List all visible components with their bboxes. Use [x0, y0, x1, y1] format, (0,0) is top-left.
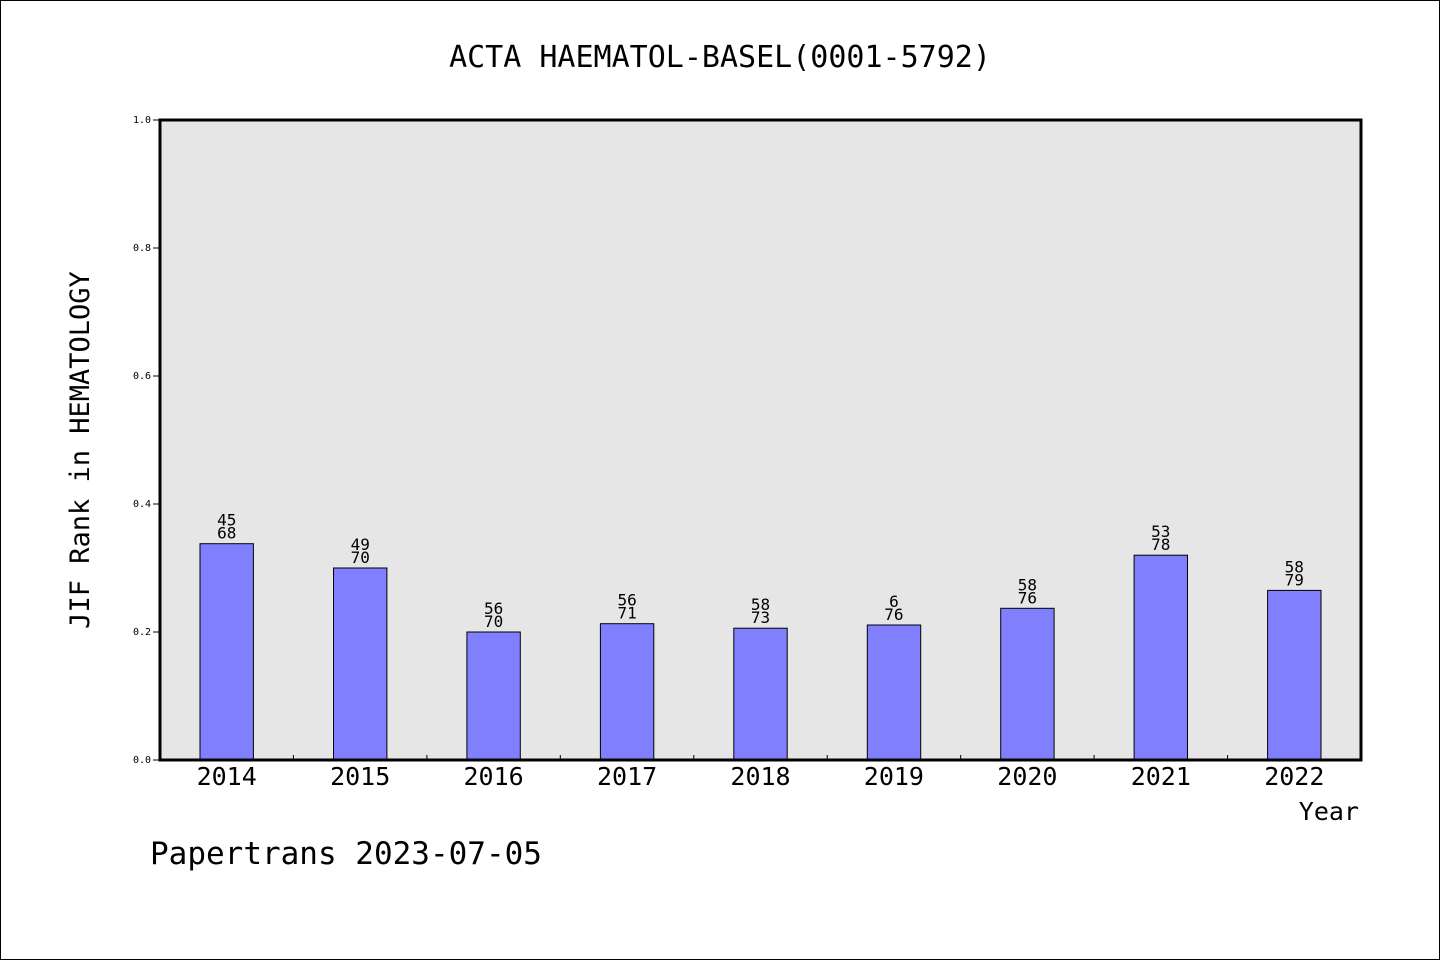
bar-2017 — [599, 623, 655, 761]
bar-2014 — [199, 543, 254, 761]
bar-rank-label: 45 — [217, 511, 236, 530]
x-tick-label: 2022 — [1264, 762, 1324, 791]
bar-total-label: 76 — [884, 605, 903, 624]
footer-text: Papertrans 2023-07-05 — [150, 836, 542, 872]
y-tick-label: 0.2 — [133, 627, 151, 638]
bar-rank-label: 56 — [617, 591, 636, 610]
x-axis-label: Year — [1299, 797, 1359, 826]
bar-2018 — [733, 627, 788, 761]
bar-2019 — [866, 624, 922, 761]
bar-2020 — [1000, 607, 1055, 761]
y-axis-label: JIF Rank in HEMATOLOGY — [65, 271, 96, 629]
bar-2022 — [1267, 589, 1322, 761]
y-tick-label: 0.6 — [133, 371, 151, 382]
y-tick-label: 0.4 — [133, 499, 151, 510]
x-tick-label: 2018 — [730, 762, 790, 791]
y-tick-label: 1.0 — [133, 115, 151, 126]
y-tick-label: 0.0 — [133, 755, 151, 766]
bar-2015 — [333, 567, 388, 761]
x-tick-label: 2015 — [330, 762, 390, 791]
bar-total-label: 70 — [351, 548, 370, 567]
x-tick-label: 2020 — [997, 762, 1057, 791]
chart-title: ACTA HAEMATOL-BASEL(0001-5792) — [449, 40, 991, 75]
x-tick-label: 2021 — [1131, 762, 1191, 791]
bar-rank-label: 49 — [351, 535, 370, 554]
bar-rank-label: 53 — [1151, 522, 1170, 541]
bar-total-label: 68 — [217, 524, 236, 543]
bar-total-label: 78 — [1151, 535, 1170, 554]
bar-rank-label: 56 — [484, 599, 503, 618]
bar-total-label: 73 — [751, 608, 770, 627]
bar-rank-label: 58 — [1285, 557, 1304, 576]
bar-2016 — [466, 631, 521, 761]
bar-rank-label: 58 — [751, 595, 770, 614]
bar-2021 — [1133, 554, 1188, 761]
x-tick-label: 2016 — [463, 762, 523, 791]
bar-total-label: 71 — [617, 604, 636, 623]
plot-border — [158, 118, 1363, 762]
ticks-layer: 2014 2015 2016 2017 2018 2019 2020 2021 2022 0.0 0… — [133, 115, 1324, 791]
bar-rank-label: 6 — [889, 592, 899, 611]
x-tick-label: 2019 — [864, 762, 924, 791]
bar-total-label: 70 — [484, 612, 503, 631]
x-tick-label: 2014 — [197, 762, 257, 791]
x-tick-label: 2017 — [597, 762, 657, 791]
bar-rank-label: 58 — [1018, 575, 1037, 594]
bar-total-label: 79 — [1285, 570, 1304, 589]
bar-total-label: 76 — [1018, 588, 1037, 607]
y-tick-label: 0.8 — [133, 243, 151, 254]
